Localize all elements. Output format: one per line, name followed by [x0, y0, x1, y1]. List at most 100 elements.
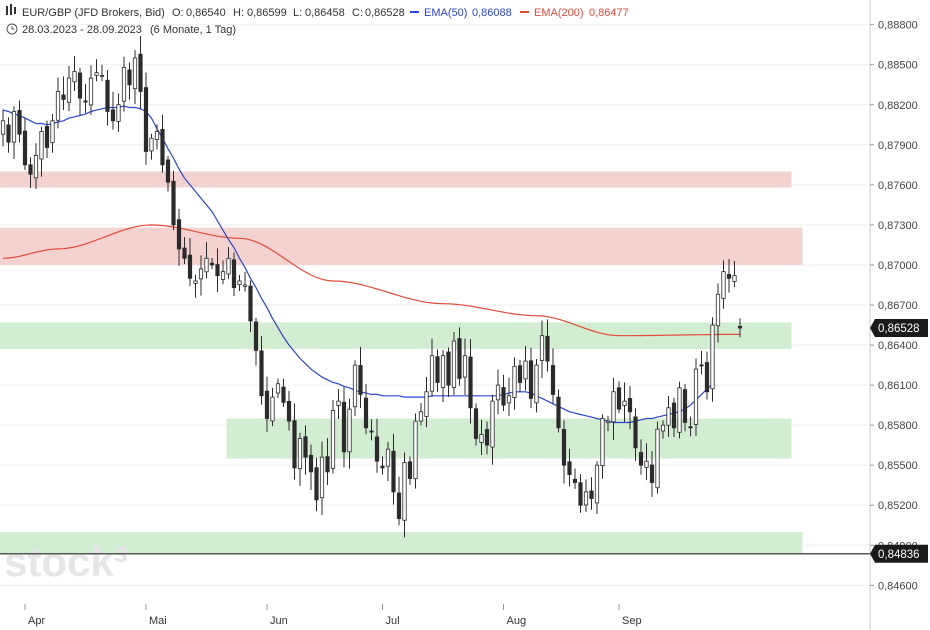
candle[interactable] — [435, 349, 440, 393]
candle[interactable] — [429, 338, 435, 397]
candle[interactable] — [143, 72, 149, 165]
candle[interactable] — [55, 77, 61, 129]
candle[interactable] — [721, 260, 726, 309]
candle[interactable] — [600, 414, 605, 479]
candle[interactable] — [732, 260, 737, 288]
candle[interactable] — [11, 106, 17, 159]
candle[interactable] — [105, 70, 110, 126]
candle[interactable] — [501, 374, 506, 412]
candle[interactable] — [33, 143, 39, 190]
candle[interactable] — [248, 280, 253, 333]
candle[interactable] — [50, 114, 55, 153]
candle[interactable] — [528, 347, 534, 409]
candle[interactable] — [495, 369, 501, 415]
candle[interactable] — [209, 258, 215, 270]
candle[interactable] — [374, 418, 380, 473]
candle[interactable] — [242, 271, 248, 292]
candle[interactable] — [627, 386, 633, 430]
candle[interactable] — [407, 456, 413, 485]
candle[interactable] — [17, 100, 22, 143]
candle[interactable] — [682, 383, 688, 432]
candle[interactable] — [182, 237, 187, 265]
candle[interactable] — [341, 387, 347, 468]
candle[interactable] — [308, 444, 314, 491]
candle[interactable] — [556, 389, 561, 433]
candle[interactable] — [22, 117, 28, 170]
candle[interactable] — [440, 349, 446, 403]
candle[interactable] — [220, 260, 226, 285]
candle[interactable] — [484, 421, 490, 455]
candle[interactable] — [671, 397, 677, 437]
candle[interactable] — [589, 477, 594, 510]
candle[interactable] — [578, 474, 583, 513]
candle[interactable] — [187, 237, 193, 287]
candle[interactable] — [385, 441, 391, 482]
candle[interactable] — [154, 124, 160, 150]
candle[interactable] — [396, 476, 402, 526]
candle[interactable] — [66, 66, 72, 112]
candle[interactable] — [138, 36, 143, 110]
candle[interactable] — [638, 439, 644, 475]
candle[interactable] — [402, 452, 407, 538]
candle[interactable] — [6, 117, 11, 153]
candle[interactable] — [319, 441, 325, 516]
candle[interactable] — [72, 56, 77, 91]
candle[interactable] — [39, 126, 44, 177]
candle[interactable] — [204, 242, 209, 279]
candle[interactable] — [506, 377, 512, 416]
candle[interactable] — [737, 318, 743, 338]
candle[interactable] — [726, 259, 732, 293]
candle[interactable] — [160, 114, 165, 173]
candle[interactable] — [270, 387, 275, 427]
candle[interactable] — [281, 378, 286, 407]
candle[interactable] — [110, 91, 116, 130]
candle[interactable] — [94, 59, 99, 82]
candle[interactable] — [253, 317, 259, 366]
candle[interactable] — [176, 208, 182, 266]
candle[interactable] — [127, 62, 132, 100]
candle[interactable] — [99, 64, 105, 82]
candle[interactable] — [61, 76, 66, 110]
candle[interactable] — [622, 382, 627, 422]
candle[interactable] — [347, 398, 352, 469]
candle[interactable] — [710, 317, 715, 402]
candle[interactable] — [715, 283, 721, 343]
candle[interactable] — [616, 381, 622, 414]
candle[interactable] — [231, 252, 237, 297]
candle[interactable] — [259, 336, 264, 405]
candle[interactable] — [699, 351, 704, 375]
candle[interactable] — [325, 438, 330, 486]
candle[interactable] — [583, 479, 589, 513]
candle[interactable] — [644, 443, 649, 481]
candle[interactable] — [688, 416, 693, 437]
candle[interactable] — [655, 421, 660, 494]
candle[interactable] — [303, 425, 308, 475]
candle[interactable] — [226, 247, 231, 279]
candle[interactable] — [380, 456, 385, 475]
candle[interactable] — [693, 358, 699, 437]
candle[interactable] — [77, 67, 83, 116]
candle[interactable] — [358, 346, 363, 409]
candle[interactable] — [237, 274, 242, 291]
candle[interactable] — [534, 358, 539, 413]
candle[interactable] — [550, 348, 556, 404]
candle[interactable] — [264, 376, 270, 432]
candle[interactable] — [479, 419, 484, 456]
candle[interactable] — [594, 461, 600, 515]
candle[interactable] — [314, 457, 319, 512]
candle[interactable] — [363, 384, 369, 435]
candle[interactable] — [649, 450, 655, 497]
candle[interactable] — [132, 50, 138, 104]
candle[interactable] — [605, 415, 611, 432]
candle[interactable] — [28, 157, 33, 189]
candle[interactable] — [462, 338, 468, 395]
candle[interactable] — [451, 331, 457, 395]
candle[interactable] — [572, 468, 578, 489]
candle[interactable] — [418, 402, 424, 426]
candle[interactable] — [193, 274, 198, 298]
candle[interactable] — [0, 109, 6, 147]
candle[interactable] — [88, 65, 94, 115]
candle[interactable] — [286, 390, 292, 431]
candle[interactable] — [330, 399, 336, 474]
candle[interactable] — [660, 420, 666, 439]
